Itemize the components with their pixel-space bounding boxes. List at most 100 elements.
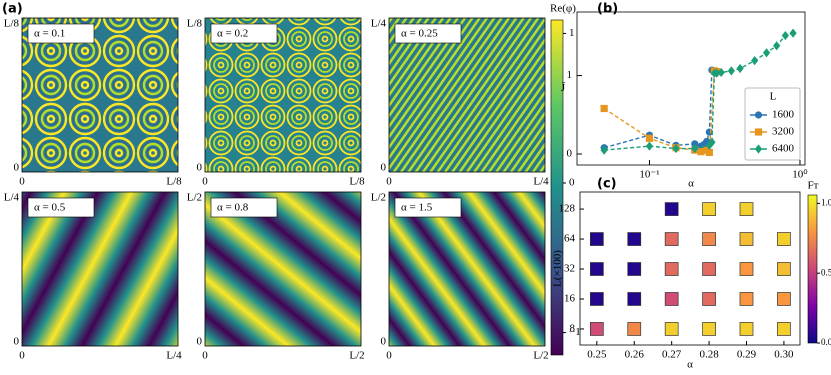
legend-marker [754,128,763,136]
panel-title-box [27,197,95,218]
colorbar-tick-label: 1.0 [821,197,831,207]
legend-label: 6400 [772,143,795,155]
square-marker [664,292,679,306]
x-tick-label: L/2 [349,350,364,362]
marker [672,143,680,154]
legend-label: 1600 [772,109,795,121]
colorbar-tick-label: 0 [569,177,575,189]
marker [708,137,716,147]
field-image [204,17,362,173]
y-tick-label: 32 [564,263,575,275]
square-marker [589,232,604,246]
y-tick-label: 128 [559,203,576,215]
square-marker [589,292,604,306]
colorbar-tick-label: 0.0 [821,337,831,347]
square-marker [664,262,679,276]
y-tick-label: L/2 [371,192,386,204]
x-tick-label: 0.28 [699,349,719,361]
colorbar-label: Fᴛ [808,180,819,192]
panel-title-box [27,23,95,44]
field-image [21,191,179,347]
x-tick-label: 0.27 [662,349,682,361]
panel-label: (c) [597,177,617,192]
marker [691,143,699,154]
marker [713,68,721,78]
panel-label: (a) [2,2,23,17]
square-marker [589,322,604,336]
square-marker [627,322,642,336]
x-tick-label: L/8 [166,176,182,188]
square-marker [702,232,716,246]
square-marker [739,262,754,276]
square-marker [664,232,679,246]
y-tick-label: 1 [567,69,573,81]
x-tick-label: 0.26 [625,349,645,361]
colorbar-label: Re(φ) [550,3,576,15]
colorbar [807,194,818,344]
x-axis-label: α [688,178,694,190]
legend-box [744,87,801,161]
x-tick-label: 0 [386,350,392,362]
marker [751,56,759,66]
x-tick-label: 0.29 [737,349,757,361]
x-tick-label: 0.25 [587,349,607,361]
legend-marker [754,111,763,119]
colorbar-tick-label: 1 [569,27,575,39]
field-image [204,191,362,347]
square-marker [627,292,642,306]
marker [762,48,771,58]
plot-frame [576,11,806,166]
panel-title: α = 1.5 [401,202,433,214]
y-tick-label: 8 [570,322,576,334]
panel-title-box [394,23,462,44]
marker [600,104,608,113]
panel-label: (b) [597,2,618,17]
series-line [603,69,717,154]
y-tick-label: 16 [564,293,576,305]
plot-frame [579,191,801,346]
panel-title: α = 0.2 [217,28,248,40]
panel-title-box [210,197,278,218]
marker [645,141,654,151]
legend-title: L [770,91,777,103]
x-tick-label: 10⁰ [792,169,808,181]
x-tick-label: 0 [19,176,25,188]
square-marker [664,322,679,336]
x-tick-label: 0.30 [774,349,794,361]
square-marker [627,262,642,276]
y-tick-label: 0 [567,148,573,160]
field-image [388,191,546,347]
square-marker [702,202,716,216]
panel-title-box [210,23,278,44]
y-tick-label: L/8 [4,18,20,30]
y-tick-label: L/4 [371,18,387,30]
y-axis-label: J̄ [561,82,566,94]
marker [717,67,725,78]
x-tick-label: L/4 [166,350,182,362]
y-tick-label: L/4 [4,192,20,204]
marker [691,140,699,148]
field-image [388,17,546,173]
x-tick-label: L/8 [349,176,365,188]
series-line [603,69,715,149]
colorbar [550,19,564,356]
square-marker [664,202,679,216]
x-tick-label: 0 [19,350,25,362]
panel-title: α = 0.5 [34,202,66,214]
square-marker [739,202,754,216]
marker [736,63,744,74]
x-tick-label: 0 [202,350,208,362]
marker [600,145,608,155]
marker [705,148,713,157]
x-tick-label: 0 [386,176,392,188]
x-tick-label: 0 [202,176,208,188]
square-marker [739,292,754,306]
panel-title-box [394,197,462,218]
y-tick-label: 0 [14,162,20,174]
legend-marker [754,144,763,154]
square-marker [739,232,754,246]
x-tick-label: L/2 [533,350,548,362]
square-marker [777,262,791,276]
marker [645,134,654,142]
